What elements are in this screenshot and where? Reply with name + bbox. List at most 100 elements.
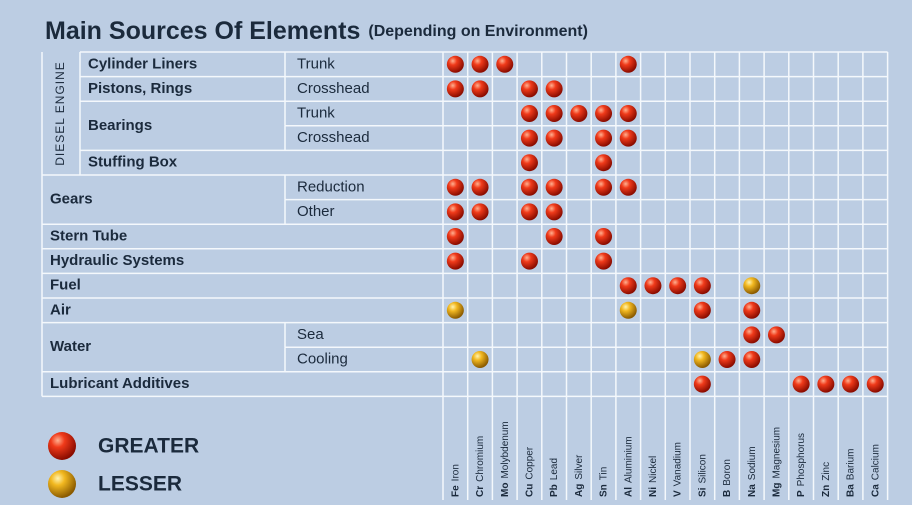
dot-greater bbox=[743, 351, 761, 368]
dot-greater bbox=[570, 105, 588, 122]
element-symbol: Ag bbox=[573, 484, 584, 497]
sub-label: Reduction bbox=[297, 178, 365, 195]
element-name: Iron bbox=[450, 464, 461, 481]
legend-dot-greater bbox=[48, 432, 76, 460]
element-label: Fe Iron bbox=[450, 464, 461, 497]
element-name: Lead bbox=[549, 458, 560, 480]
element-symbol: Fe bbox=[450, 485, 461, 497]
dot-greater bbox=[619, 178, 637, 196]
element-label: Cu Copper bbox=[524, 446, 535, 497]
element-symbol: Sn bbox=[598, 484, 609, 497]
dot-greater bbox=[545, 80, 563, 98]
element-label: Mo Molybdenum bbox=[499, 421, 510, 497]
dot-greater bbox=[693, 277, 711, 295]
group-label: Hydraulic Systems bbox=[50, 252, 184, 269]
dot-greater bbox=[644, 277, 662, 295]
element-symbol: Ba bbox=[845, 484, 856, 497]
dot-greater bbox=[520, 129, 538, 147]
group-label: Air bbox=[50, 301, 71, 318]
dot-greater bbox=[446, 228, 464, 245]
dot-greater bbox=[693, 375, 711, 393]
element-label: P Phosphorus bbox=[796, 433, 807, 497]
dot-lesser bbox=[743, 277, 761, 295]
dot-greater bbox=[595, 178, 613, 196]
title-main: Main Sources Of Elements bbox=[45, 17, 360, 45]
element-label: Mg Magnesium bbox=[771, 427, 782, 497]
section-label: DIESEL ENGINE bbox=[53, 61, 67, 166]
dot-greater bbox=[545, 178, 563, 196]
dot-greater bbox=[767, 326, 785, 344]
element-symbol: Ca bbox=[870, 484, 881, 497]
element-symbol: Cu bbox=[524, 484, 535, 497]
dot-greater bbox=[743, 326, 761, 344]
dot-greater bbox=[792, 375, 810, 393]
element-label: Pb Lead bbox=[549, 458, 560, 497]
element-name: Vanadium bbox=[672, 442, 683, 486]
dot-greater bbox=[743, 301, 761, 319]
element-symbol: Si bbox=[697, 487, 708, 497]
dot-lesser bbox=[693, 351, 711, 368]
element-symbol: Al bbox=[623, 487, 634, 497]
legend-dot-lesser bbox=[48, 470, 76, 498]
element-name: Sodium bbox=[746, 446, 757, 480]
legend-lesser: LESSER bbox=[98, 473, 182, 496]
dot-greater bbox=[520, 203, 538, 221]
group-label: Gears bbox=[50, 191, 93, 208]
sub-label: Other bbox=[297, 203, 335, 220]
element-label: V Vanadium bbox=[672, 442, 683, 497]
element-label: Sn Tin bbox=[598, 467, 609, 497]
sub-label: Sea bbox=[297, 326, 324, 343]
dot-lesser bbox=[446, 301, 464, 319]
element-name: Silver bbox=[573, 454, 584, 480]
dot-greater bbox=[446, 80, 464, 98]
dot-greater bbox=[446, 203, 464, 221]
element-name: Phosphorus bbox=[796, 433, 807, 486]
element-symbol: Zn bbox=[820, 485, 831, 497]
element-symbol: P bbox=[796, 490, 807, 497]
dot-greater bbox=[595, 252, 613, 270]
dot-greater bbox=[471, 203, 489, 221]
element-label: Ni Nickel bbox=[648, 456, 659, 497]
element-label: Ca Calcium bbox=[870, 444, 881, 497]
title: Main Sources Of Elements (Depending on En… bbox=[45, 17, 588, 45]
group-label: Stuffing Box bbox=[88, 154, 178, 171]
sub-label: Trunk bbox=[297, 55, 335, 72]
group-label: Cylinder Liners bbox=[88, 55, 197, 72]
element-label: Ag Silver bbox=[573, 454, 584, 497]
dot-greater bbox=[520, 252, 538, 270]
dot-greater bbox=[471, 178, 489, 196]
group-label: Lubricant Additives bbox=[50, 375, 189, 392]
sub-label: Crosshead bbox=[297, 80, 370, 97]
element-label: Ba Barium bbox=[845, 449, 856, 497]
element-name: Zinc bbox=[820, 462, 831, 481]
element-name: Copper bbox=[524, 446, 535, 479]
dot-greater bbox=[446, 178, 464, 196]
dot-greater bbox=[595, 154, 613, 172]
dot-greater bbox=[619, 55, 637, 73]
dot-greater bbox=[595, 105, 613, 122]
dot-greater bbox=[545, 203, 563, 221]
group-label: Water bbox=[50, 338, 91, 355]
element-name: Nickel bbox=[648, 456, 659, 483]
dot-lesser bbox=[619, 301, 637, 319]
dot-greater bbox=[520, 154, 538, 172]
element-name: Boron bbox=[722, 459, 733, 486]
element-label: Si Silicon bbox=[697, 454, 708, 497]
dot-greater bbox=[520, 105, 538, 122]
dot-greater bbox=[693, 301, 711, 319]
element-name: Silicon bbox=[697, 454, 708, 483]
dot-greater bbox=[595, 228, 613, 245]
element-name: Magnesium bbox=[771, 427, 782, 479]
element-name: Chromium bbox=[475, 436, 486, 482]
dot-greater bbox=[817, 375, 835, 393]
dot-greater bbox=[866, 375, 884, 393]
element-label: B Boron bbox=[722, 459, 733, 497]
dot-greater bbox=[718, 351, 736, 368]
subtitle: (Depending on Environment) bbox=[368, 23, 588, 40]
dot-greater bbox=[545, 105, 563, 122]
dot-greater bbox=[471, 55, 489, 73]
element-symbol: Ni bbox=[648, 487, 659, 497]
sub-label: Trunk bbox=[297, 104, 335, 121]
group-label: Stern Tube bbox=[50, 227, 127, 244]
